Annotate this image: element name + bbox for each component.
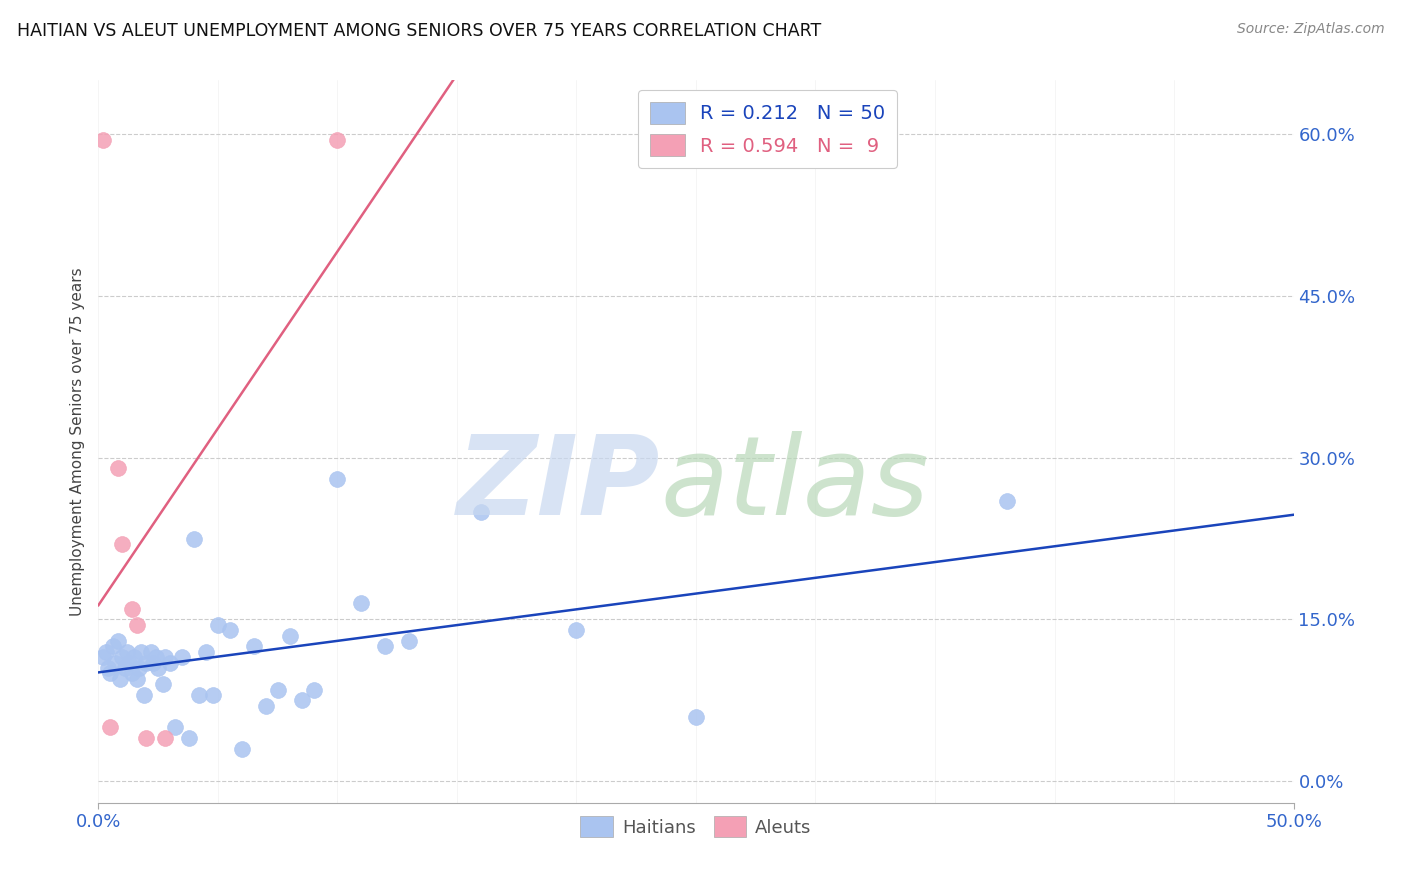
Point (398, 634, 420, 648)
Point (302, 682, 325, 697)
Point (91, 650, 114, 665)
Text: Source: ZipAtlas.com: Source: ZipAtlas.com (1237, 22, 1385, 37)
Point (148, 661, 170, 675)
Point (155, 650, 177, 665)
Point (107, 461, 129, 475)
Point (104, 656, 127, 670)
Point (163, 720, 186, 734)
Point (145, 650, 167, 665)
Point (231, 742, 253, 756)
Point (111, 537, 134, 551)
Point (111, 650, 134, 665)
Point (291, 693, 314, 707)
Point (94, 645, 117, 659)
Point (179, 731, 201, 745)
Point (267, 682, 290, 697)
Point (195, 645, 218, 659)
Point (152, 677, 174, 691)
Point (142, 656, 165, 670)
Point (125, 618, 148, 632)
Point (685, 709, 707, 723)
Point (139, 645, 162, 659)
Point (159, 656, 181, 670)
Point (132, 688, 155, 702)
Text: atlas: atlas (661, 432, 929, 539)
Point (565, 624, 588, 638)
Point (155, 731, 177, 745)
Point (326, 472, 349, 486)
Point (470, 505, 492, 519)
Point (118, 656, 141, 670)
Text: ZIP: ZIP (457, 432, 661, 539)
Point (131, 645, 153, 659)
Point (172, 650, 194, 665)
Text: HAITIAN VS ALEUT UNEMPLOYMENT AMONG SENIORS OVER 75 YEARS CORRELATION CHART: HAITIAN VS ALEUT UNEMPLOYMENT AMONG SENI… (17, 22, 821, 40)
Point (326, 132, 349, 146)
Point (187, 688, 209, 702)
Point (995, 493, 1018, 508)
Point (124, 650, 146, 665)
Point (107, 634, 129, 648)
Point (350, 596, 373, 610)
Point (108, 672, 131, 686)
Point (374, 640, 396, 654)
Point (183, 532, 205, 546)
Point (135, 731, 157, 745)
Point (202, 688, 225, 702)
Point (254, 698, 277, 713)
Y-axis label: Unemployment Among Seniors over 75 years: Unemployment Among Seniors over 75 years (70, 268, 86, 615)
Point (219, 624, 242, 638)
Point (97, 661, 120, 675)
Point (207, 618, 229, 632)
Point (125, 672, 148, 686)
Point (101, 640, 124, 654)
Point (114, 661, 136, 675)
Point (121, 601, 143, 615)
Point (243, 640, 266, 654)
Point (98, 666, 122, 681)
Point (128, 661, 150, 675)
Point (91, 132, 114, 146)
Point (278, 629, 301, 643)
Point (121, 666, 143, 681)
Point (135, 656, 157, 670)
Point (98, 720, 122, 734)
Legend: Haitians, Aleuts: Haitians, Aleuts (574, 809, 818, 845)
Point (115, 645, 138, 659)
